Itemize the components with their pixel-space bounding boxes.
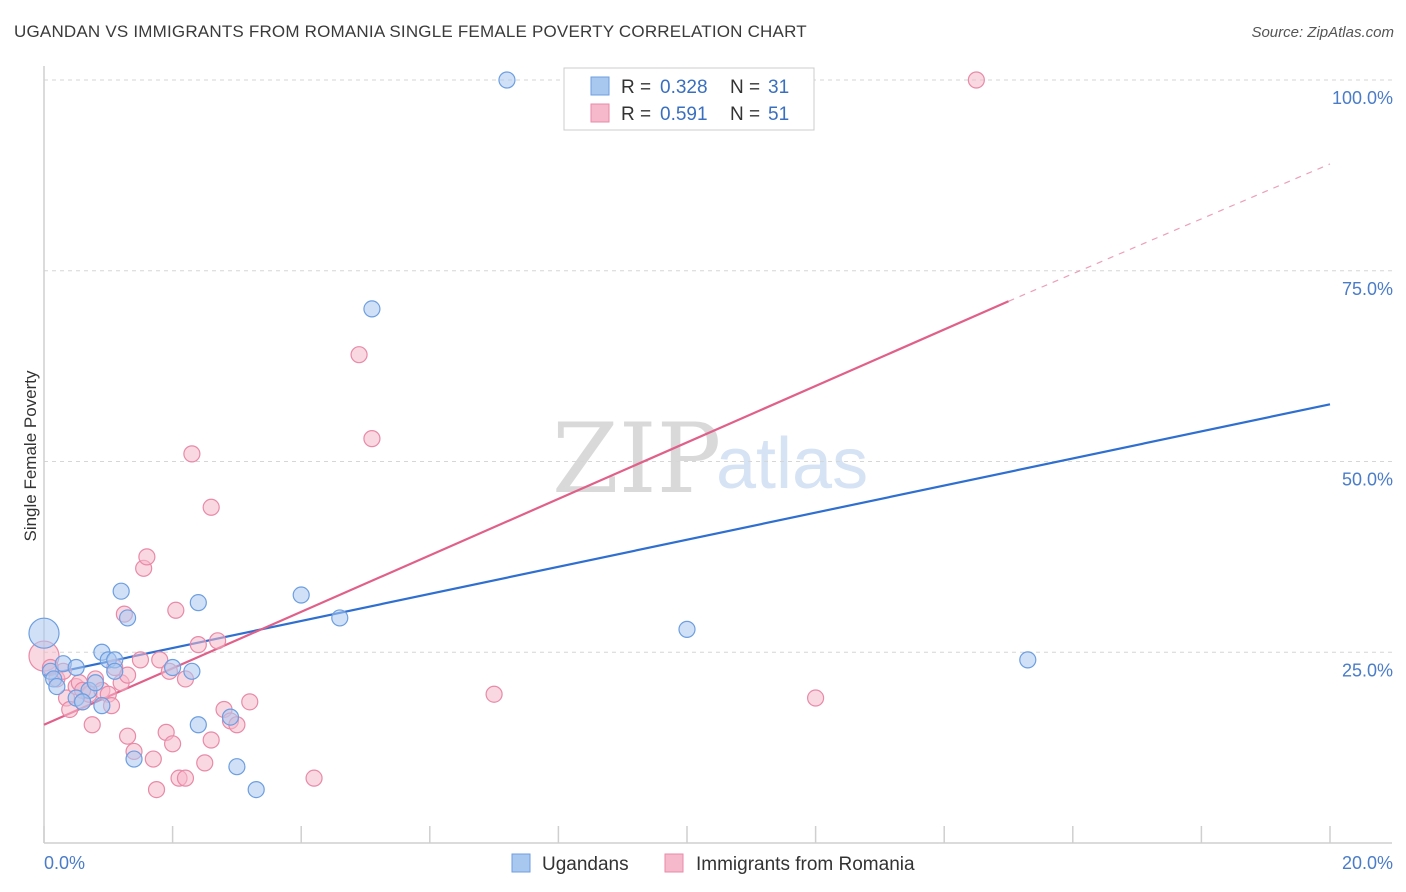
correlation-legend: R = 0.328 N = 31 R = 0.591 N = 51 <box>563 67 815 131</box>
grid-lines <box>44 79 1392 653</box>
point-romania-36 <box>196 754 214 772</box>
trend-lines <box>43 163 1331 726</box>
point-romania-21 <box>131 651 150 669</box>
point-romania-30 <box>167 601 185 619</box>
y-tick-label-100: 100.0% <box>1332 88 1393 108</box>
point-romania-24 <box>144 750 162 768</box>
point-romania-48 <box>806 689 825 707</box>
data-points <box>28 71 1037 799</box>
point-ugandans-18 <box>189 594 207 612</box>
point-ugandans-29 <box>48 677 66 696</box>
legend-n-value-1: 31 <box>768 77 789 98</box>
tick-labels: 25.0% 50.0% 75.0% 100.0% 0.0% 20.0% <box>44 88 1393 873</box>
point-romania-25 <box>147 780 166 799</box>
legend-n-value-2: 51 <box>768 104 789 125</box>
point-ugandans-12 <box>106 662 124 680</box>
legend-swatch-ugandans <box>590 76 610 96</box>
bottom-legend-swatch-romania <box>664 853 684 873</box>
trend-line-romania <box>43 300 1009 726</box>
legend-swatch-romania <box>590 103 610 123</box>
watermark: ZIP atlas <box>552 403 868 515</box>
point-ugandans-20 <box>221 708 240 726</box>
legend-r-label-2: R = <box>621 104 651 125</box>
bottom-legend-label-ugandans: Ugandans <box>542 854 629 875</box>
point-ugandans-6 <box>93 697 111 715</box>
point-romania-26 <box>151 651 169 669</box>
x-tick-label-min: 0.0% <box>44 853 85 873</box>
point-romania-49 <box>967 71 985 89</box>
point-romania-35 <box>189 636 207 654</box>
point-romania-32 <box>176 769 195 787</box>
point-romania-39 <box>209 632 227 650</box>
point-ugandans-28 <box>1019 651 1037 669</box>
point-romania-23 <box>138 548 156 566</box>
point-romania-46 <box>363 430 381 448</box>
point-romania-44 <box>305 769 323 787</box>
point-romania-43 <box>241 693 259 711</box>
point-ugandans-23 <box>292 586 310 604</box>
point-romania-34 <box>183 445 201 463</box>
point-ugandans-19 <box>189 716 207 734</box>
trend-line-romania-extension <box>1008 163 1331 302</box>
legend-r-value-1: 0.328 <box>660 77 708 98</box>
point-ugandans-25 <box>363 300 381 318</box>
y-tick-label-25: 25.0% <box>1342 660 1393 680</box>
point-ugandans-27 <box>678 620 696 638</box>
legend-r-value-2: 0.591 <box>660 104 708 125</box>
watermark-atlas-text: atlas <box>716 424 868 504</box>
point-romania-37 <box>202 498 220 516</box>
point-ugandans-15 <box>125 750 143 768</box>
legend-n-label-1: N = <box>730 77 760 98</box>
x-tick-label-max: 20.0% <box>1342 853 1393 873</box>
point-ugandans-22 <box>247 780 265 799</box>
y-tick-label-50: 50.0% <box>1342 470 1393 490</box>
y-axis-title: Single Female Poverty <box>21 370 40 542</box>
y-tick-label-75: 75.0% <box>1342 279 1393 299</box>
point-ugandans-0 <box>28 617 60 649</box>
point-romania-10 <box>83 716 101 734</box>
source-credit: Source: ZipAtlas.com <box>1251 24 1394 41</box>
point-romania-19 <box>118 727 137 745</box>
point-romania-47 <box>485 685 503 703</box>
point-ugandans-8 <box>86 674 105 692</box>
point-ugandans-17 <box>183 662 201 680</box>
point-ugandans-24 <box>331 609 349 627</box>
point-ugandans-30 <box>73 693 92 711</box>
point-ugandans-4 <box>67 658 85 677</box>
point-romania-45 <box>350 346 368 364</box>
bottom-legend-label-romania: Immigrants from Romania <box>696 854 915 875</box>
point-ugandans-13 <box>112 582 130 600</box>
point-ugandans-14 <box>118 609 137 627</box>
bottom-legend-swatch-ugandans <box>511 853 531 873</box>
legend-n-label-2: N = <box>730 104 760 125</box>
point-romania-38 <box>202 731 220 749</box>
watermark-zip-text: ZIP <box>552 403 721 515</box>
series-legend: Ugandans Immigrants from Romania <box>511 853 915 875</box>
point-ugandans-21 <box>228 758 246 776</box>
chart-title: UGANDAN VS IMMIGRANTS FROM ROMANIA SINGL… <box>14 22 807 41</box>
legend-r-label-1: R = <box>621 77 651 98</box>
point-ugandans-26 <box>498 71 516 89</box>
point-romania-29 <box>164 735 182 753</box>
axes <box>43 66 1392 844</box>
point-ugandans-16 <box>164 658 182 677</box>
